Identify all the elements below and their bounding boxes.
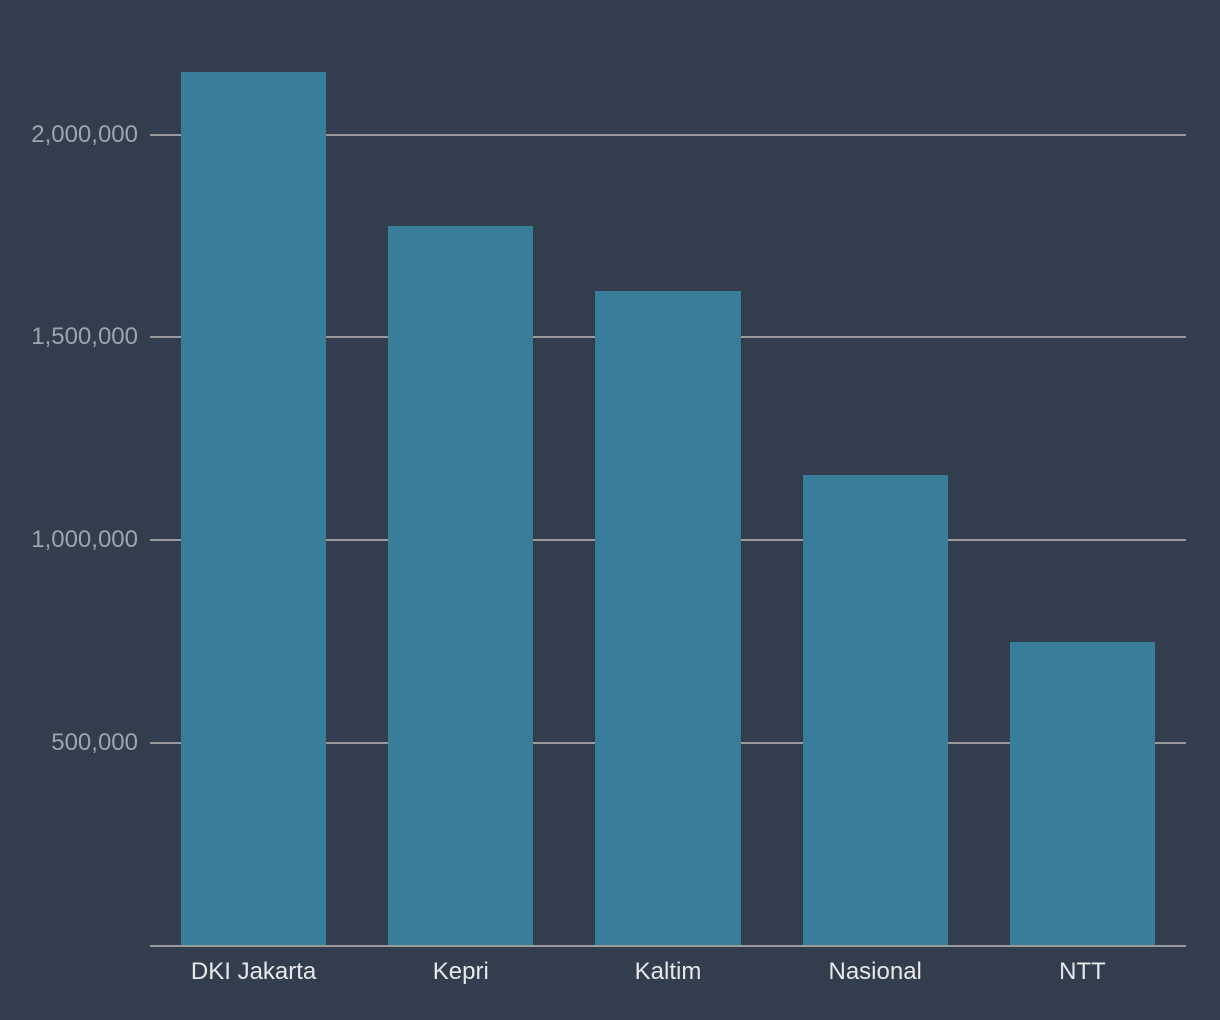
gridline: [150, 133, 1186, 136]
x-tick-label: DKI Jakarta: [190, 958, 317, 985]
x-tick-label: Nasional: [828, 958, 922, 985]
x-tick-label: Kepri: [432, 958, 489, 985]
x-tick-label: NTT: [1059, 958, 1106, 985]
bar-kepri: [388, 226, 534, 946]
y-tick-label: 2,000,000: [31, 120, 138, 148]
y-tick-label: 500,000: [51, 729, 138, 757]
y-tick-label: 1,500,000: [31, 323, 138, 351]
y-tick-label: 1,000,000: [31, 526, 138, 554]
bar-dki-jakarta: [181, 71, 327, 946]
bar-ntt: [1009, 642, 1155, 946]
bar-nasional: [802, 474, 948, 946]
bar-kaltim: [595, 290, 741, 946]
x-tick-label: Kaltim: [634, 958, 702, 985]
x-axis-line: [150, 945, 1186, 947]
